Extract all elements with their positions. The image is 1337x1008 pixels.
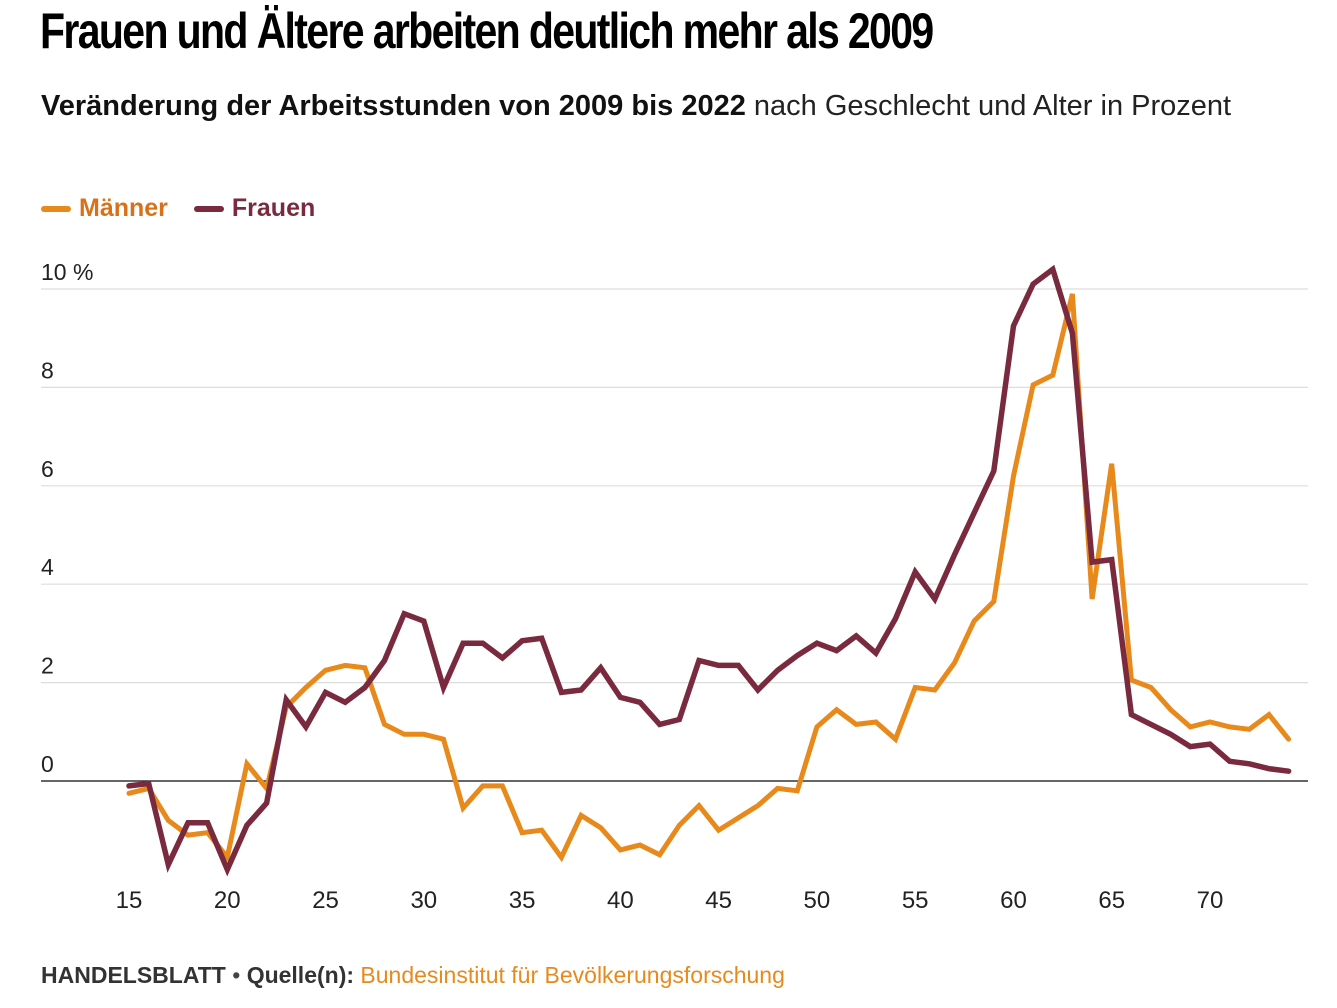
legend-swatch-frauen: [193, 205, 224, 212]
legend-swatch-maenner: [41, 205, 71, 212]
chart-footer: HANDELSBLATT • Quelle(n): Bundesinstitut…: [41, 962, 785, 989]
x-tick-label: 35: [509, 887, 536, 914]
subtitle-bold: Veränderung der Arbeitsstunden von 2009 …: [41, 90, 746, 122]
x-tick-label: 20: [214, 887, 241, 914]
y-tick-label: 2: [41, 653, 54, 679]
footer-separator: •: [225, 962, 247, 988]
x-tick-label: 15: [116, 887, 143, 914]
chart-legend: Männer Frauen: [41, 194, 341, 223]
chart-subtitle: Veränderung der Arbeitsstunden von 2009 …: [41, 86, 1241, 127]
y-tick-label: 0: [41, 751, 54, 777]
footer-source: Bundesinstitut für Bevölkerungsforschung: [354, 962, 785, 988]
x-tick-label: 30: [410, 887, 437, 914]
chart-title: Frauen und Ältere arbeiten deutlich mehr…: [40, 3, 934, 59]
x-tick-label: 65: [1098, 887, 1125, 914]
footer-brand: HANDELSBLATT: [41, 962, 226, 988]
x-tick-label: 60: [1000, 887, 1027, 914]
legend-label-maenner: Männer: [79, 194, 168, 222]
series-line-maenner: [126, 293, 1292, 863]
y-tick-label: 4: [41, 554, 54, 580]
x-tick-label: 45: [705, 887, 732, 914]
series-line-frauen: [126, 264, 1292, 877]
legend-item-maenner: Männer: [41, 194, 168, 223]
footer-source-label: Quelle(n):: [246, 962, 355, 988]
x-tick-label: 70: [1197, 887, 1224, 914]
x-tick-label: 40: [607, 887, 634, 914]
y-tick-label: 6: [41, 456, 54, 482]
x-tick-label: 25: [312, 887, 339, 914]
x-tick-label: 55: [902, 887, 929, 914]
legend-item-frauen: Frauen: [193, 194, 316, 223]
legend-label-frauen: Frauen: [231, 194, 316, 222]
subtitle-rest: nach Geschlecht und Alter in Prozent: [745, 90, 1232, 122]
y-tick-label: 10 %: [41, 259, 93, 285]
x-tick-label: 50: [804, 887, 831, 914]
y-tick-label: 8: [41, 357, 54, 383]
